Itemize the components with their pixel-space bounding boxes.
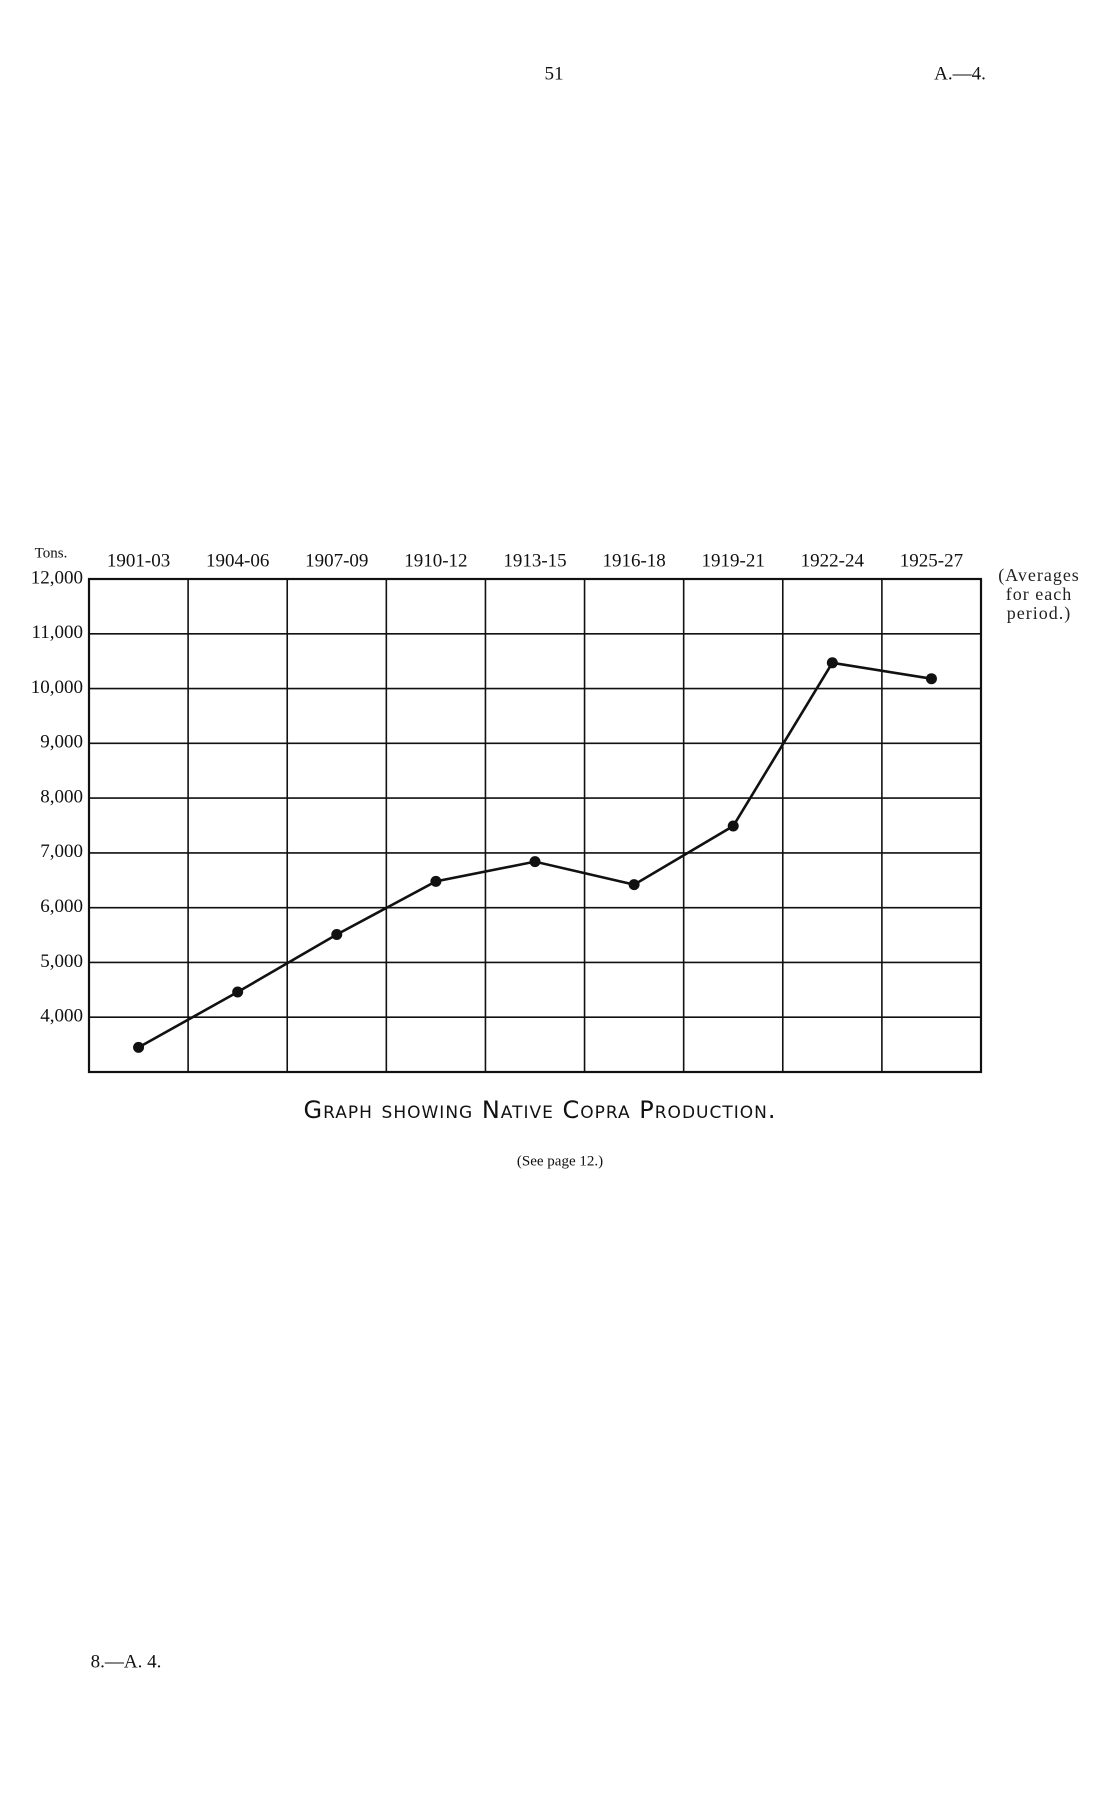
- y-axis-label: Tons.: [35, 545, 68, 561]
- y-tick-label: 12,000: [31, 567, 83, 588]
- y-tick-label: 7,000: [40, 841, 83, 862]
- x-tick-label: 1919-21: [702, 550, 765, 571]
- chart-title: Graph showing Native Copra Production.: [304, 1096, 777, 1124]
- data-point: [628, 879, 640, 891]
- data-point: [925, 673, 937, 685]
- chart-subtitle: (See page 12.): [517, 1153, 603, 1169]
- data-point: [529, 856, 541, 868]
- plot-frame: [87, 577, 983, 1074]
- page-number: 51: [545, 63, 564, 84]
- x-tick-label: 1901-03: [107, 550, 170, 571]
- page-reference: A.—4.: [934, 63, 986, 84]
- data-point: [826, 657, 838, 669]
- data-point: [232, 986, 244, 998]
- y-tick-label: 11,000: [31, 622, 83, 643]
- x-tick-label: 1910-12: [404, 550, 467, 571]
- data-point: [430, 875, 442, 887]
- data-point: [133, 1041, 145, 1053]
- data-line: [137, 661, 932, 1049]
- x-tick-label: 1907-09: [305, 550, 368, 571]
- x-tick-label: 1913-15: [503, 550, 566, 571]
- annotation: (Averages for each period.): [998, 565, 1080, 623]
- y-tick-label: 10,000: [31, 677, 83, 698]
- data-point: [331, 929, 343, 941]
- y-tick-label: 4,000: [40, 1006, 83, 1027]
- data-point: [727, 820, 739, 832]
- x-tick-label: 1925-27: [900, 550, 963, 571]
- y-tick-label: 5,000: [40, 951, 83, 972]
- page-footer: 8.—A. 4.: [91, 1651, 162, 1672]
- y-tick-label: 6,000: [40, 896, 83, 917]
- y-tick-label: 9,000: [40, 732, 83, 753]
- x-tick-label: 1922-24: [801, 550, 865, 571]
- x-tick-label: 1916-18: [602, 550, 665, 571]
- y-tick-label: 8,000: [40, 786, 83, 807]
- x-tick-label: 1904-06: [206, 550, 269, 571]
